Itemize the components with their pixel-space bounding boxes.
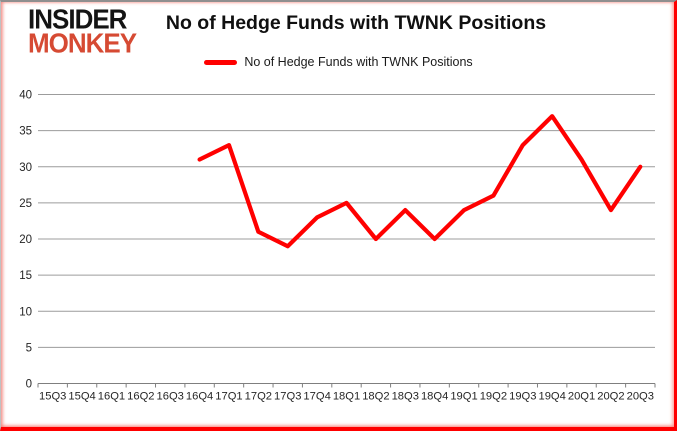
x-axis-label: 18Q2 (362, 391, 389, 403)
x-axis-label: 20Q3 (627, 391, 654, 403)
y-axis-label: 40 (19, 90, 32, 102)
legend-label: No of Hedge Funds with TWNK Positions (244, 55, 473, 69)
x-axis-label: 18Q1 (333, 391, 360, 403)
x-axis-label: 19Q3 (509, 391, 536, 403)
x-axis-label: 15Q3 (39, 391, 66, 403)
logo-monkey-text: MONKEY (28, 27, 137, 59)
y-axis-label: 10 (19, 306, 32, 318)
y-axis-label: 35 (19, 126, 32, 138)
y-axis-label: 20 (19, 234, 32, 246)
x-axis-label: 16Q2 (127, 391, 154, 403)
legend: No of Hedge Funds with TWNK Positions (0, 55, 677, 69)
x-axis-label: 18Q3 (392, 391, 419, 403)
x-axis-label: 17Q1 (215, 391, 242, 403)
logo-insider-text: INSIDER (28, 3, 127, 35)
x-axis-label: 17Q4 (303, 391, 330, 403)
x-axis-label: 17Q3 (274, 391, 301, 403)
x-axis-label: 17Q2 (245, 391, 272, 403)
x-axis-label: 16Q1 (98, 391, 125, 403)
y-axis-label: 30 (19, 162, 32, 174)
y-axis-label: 0 (26, 379, 32, 391)
x-axis-label: 19Q2 (480, 391, 507, 403)
y-axis-label: 25 (19, 198, 32, 210)
x-axis-label: 16Q4 (186, 391, 213, 403)
x-axis-label: 15Q4 (68, 391, 95, 403)
data-line (197, 114, 643, 249)
x-axis-label: 20Q2 (597, 391, 624, 403)
chart-title: No of Hedge Funds with TWNK Positions (165, 12, 547, 34)
x-axis-label: 18Q4 (421, 391, 448, 403)
x-axis-label: 16Q3 (157, 391, 184, 403)
y-axis-label: 5 (26, 342, 32, 354)
legend-line-swatch (204, 59, 238, 65)
y-axis-label: 15 (19, 270, 32, 282)
x-axis-label: 20Q1 (568, 391, 595, 403)
insider-monkey-logo: INSIDER MONKEY (28, 3, 137, 59)
x-axis-label: 19Q4 (538, 391, 565, 403)
x-axis-label: 19Q1 (450, 391, 477, 403)
